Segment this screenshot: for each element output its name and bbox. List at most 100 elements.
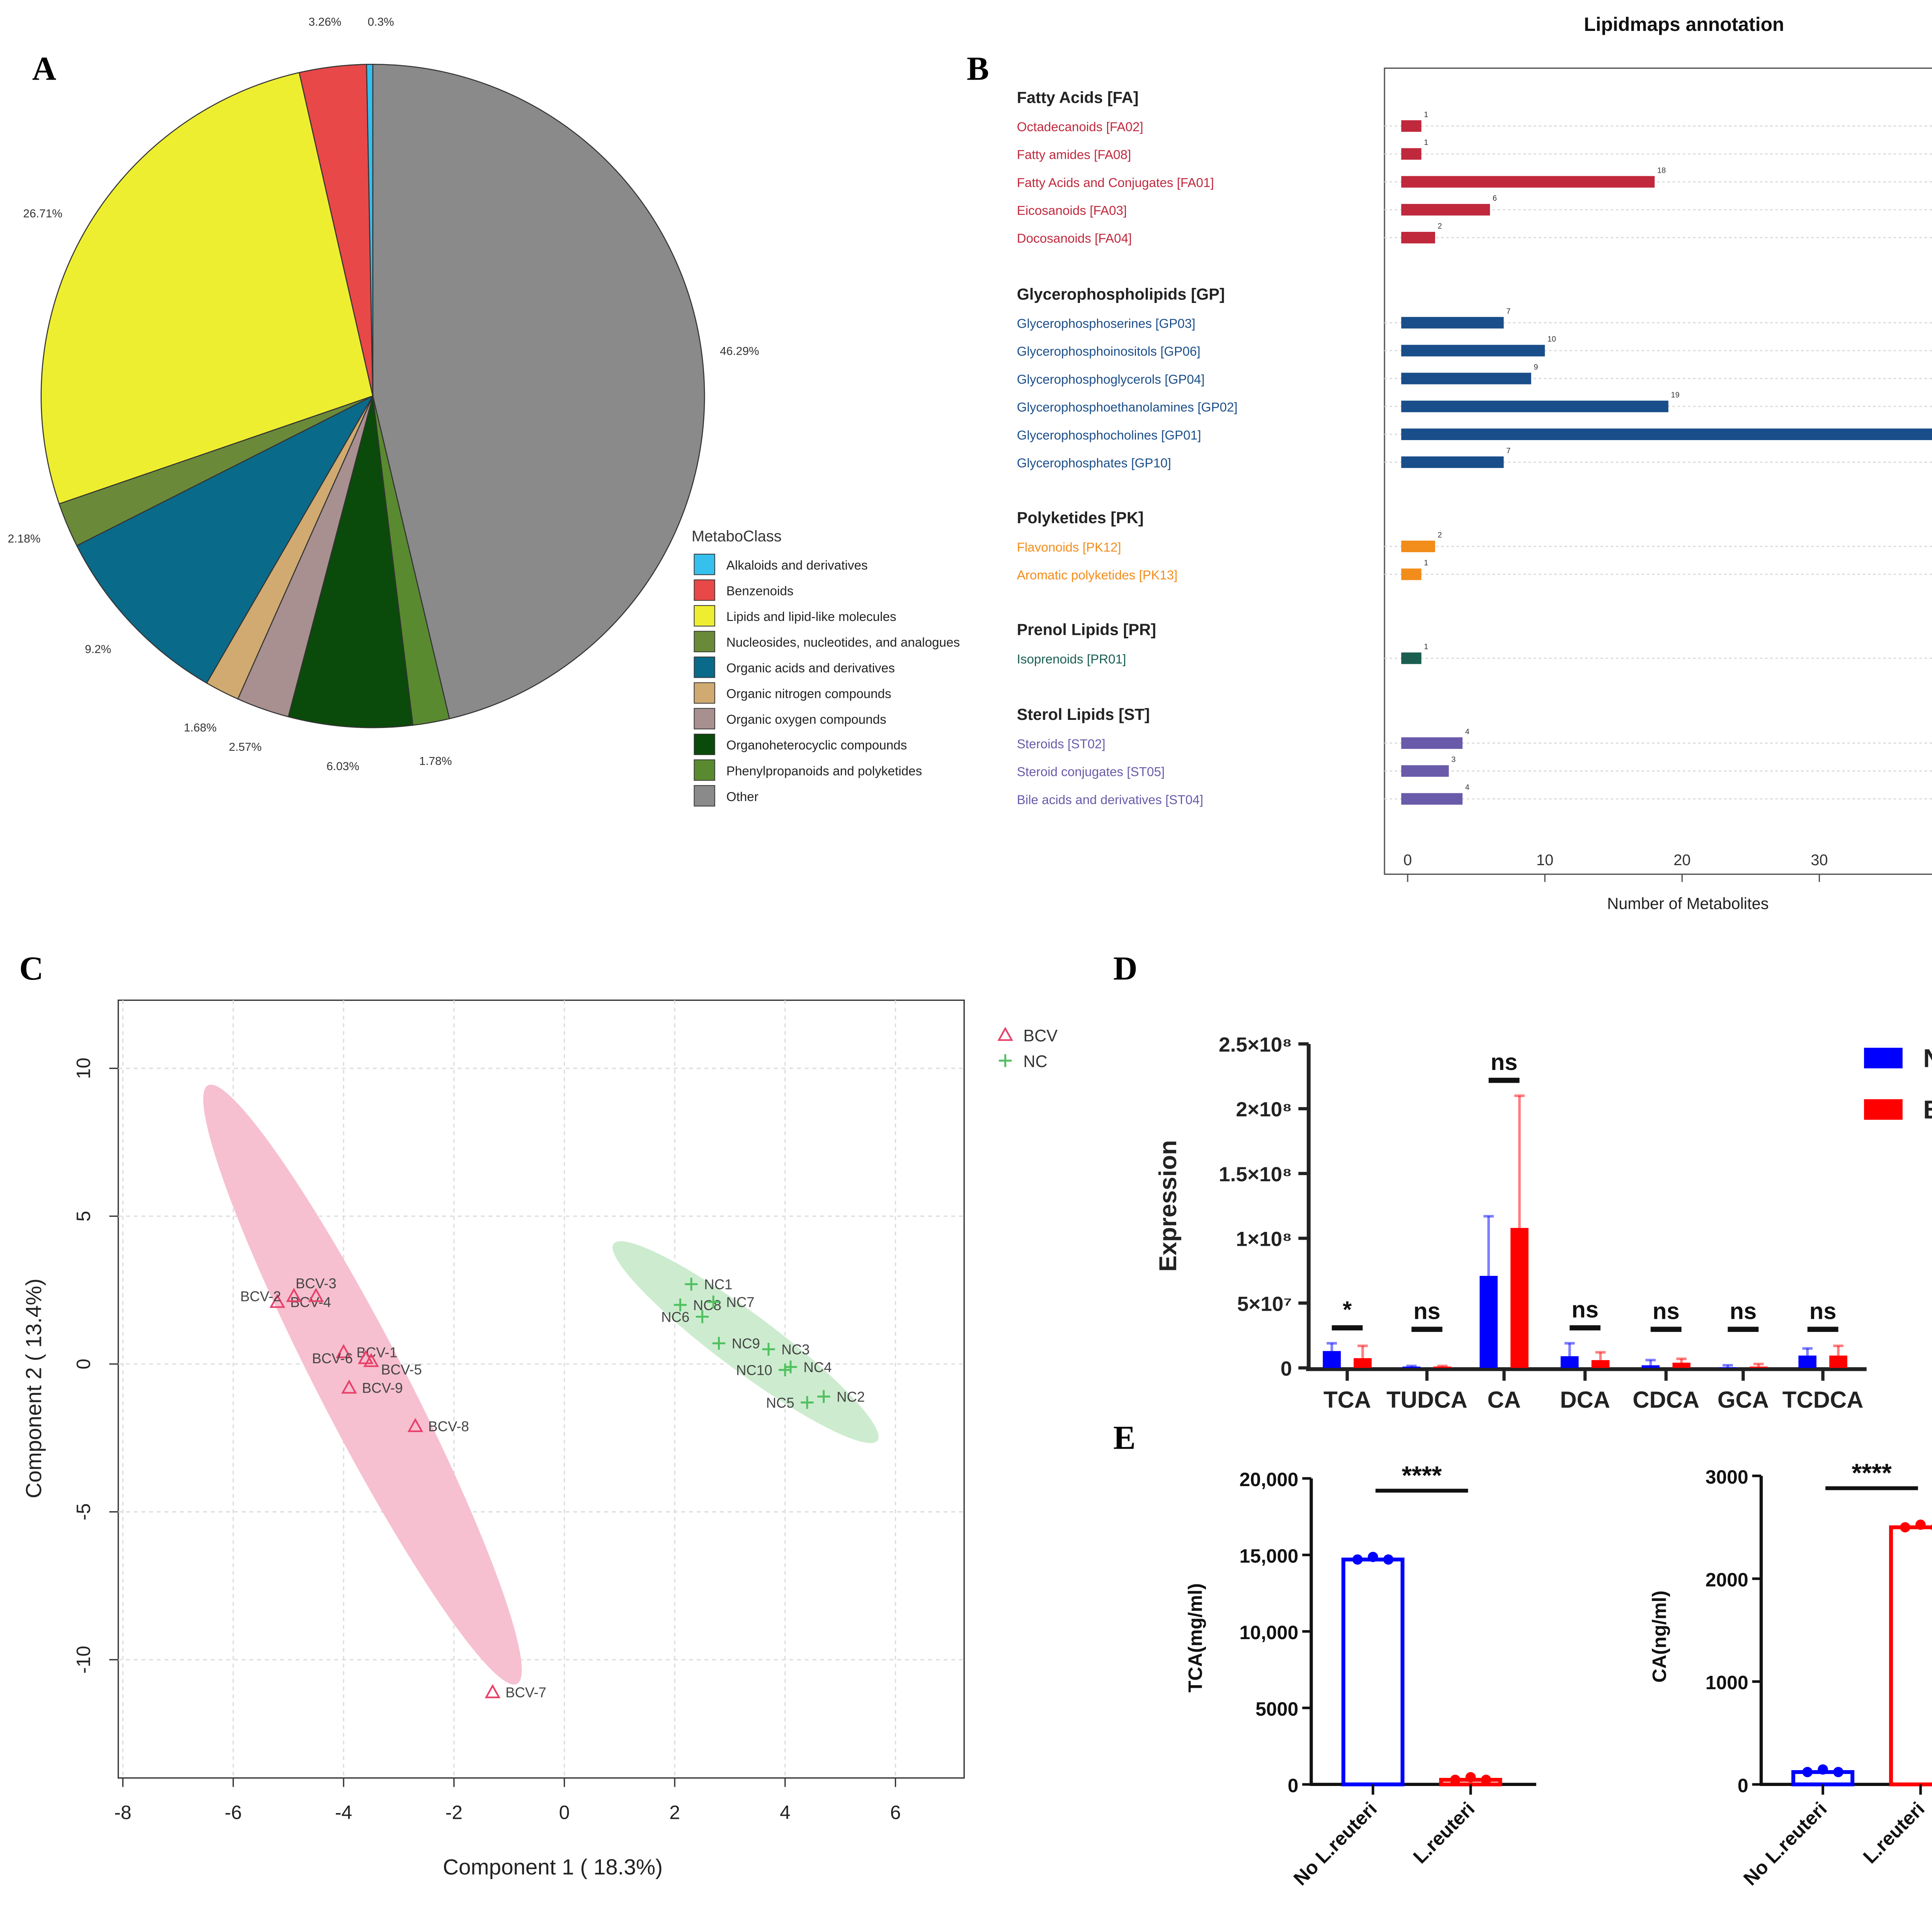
bar-nc bbox=[1641, 1365, 1660, 1368]
bar-bcv bbox=[1354, 1358, 1372, 1368]
category-label: Glycerophosphoethanolamines [GP02] bbox=[1017, 400, 1238, 415]
bar bbox=[1401, 148, 1422, 160]
chart-title: Lipidmaps annotation bbox=[1584, 14, 1784, 35]
value-label: 4 bbox=[1465, 783, 1469, 792]
pie-slice bbox=[287, 396, 414, 728]
category-label: Glycerophosphoglycerols [GP04] bbox=[1017, 372, 1205, 387]
y-axis-label: Expression bbox=[1155, 1140, 1182, 1272]
data-point-nc bbox=[801, 1396, 814, 1409]
pca-scatter-plot: -8 -6 -4 -2 0 2 4 6 10 5 0 -5 -10 Component 1 ( 18.3%… bbox=[21, 999, 1058, 1879]
point-label: NC9 bbox=[732, 1336, 760, 1352]
lipidmaps-bar-chart: Lipidmaps annotation Fatty Acids [FA] Octa… bbox=[1017, 14, 1932, 912]
point-label: NC6 bbox=[661, 1309, 689, 1325]
legend-swatch bbox=[694, 605, 715, 627]
data-point bbox=[1367, 1551, 1378, 1562]
point-label: NC2 bbox=[837, 1389, 865, 1405]
pie-percent-label: 2.18% bbox=[8, 532, 41, 545]
data-point-bcv bbox=[308, 1288, 324, 1302]
category-label: Fatty Acids and Conjugates [FA01] bbox=[1017, 176, 1214, 190]
legend-swatch bbox=[694, 554, 715, 575]
bar bbox=[1401, 345, 1545, 357]
data-point-bcv bbox=[335, 1344, 352, 1358]
x-tick-label: CA bbox=[1487, 1387, 1520, 1413]
data-point bbox=[1931, 1524, 1932, 1531]
bar-nc bbox=[1402, 1366, 1421, 1368]
bar bbox=[1401, 793, 1463, 805]
pie-percent-label: 0.3% bbox=[368, 16, 394, 29]
x-tick-label: 0 bbox=[1403, 852, 1412, 869]
pie-slice bbox=[372, 64, 705, 719]
significance-label: **** bbox=[1852, 1459, 1892, 1488]
data-point-bcv bbox=[485, 1684, 501, 1698]
value-label: 18 bbox=[1657, 166, 1666, 175]
legend-label: BCV bbox=[1923, 1096, 1932, 1124]
pie-percent-label: 9.2% bbox=[85, 643, 111, 656]
x-tick-label: -8 bbox=[114, 1802, 131, 1823]
value-label: 10 bbox=[1548, 335, 1556, 344]
data-point bbox=[1450, 1774, 1461, 1785]
y-tick-label: 20,000 bbox=[1240, 1469, 1299, 1490]
x-tick-label: -4 bbox=[335, 1802, 352, 1823]
panel-label-c: C bbox=[19, 950, 43, 987]
confidence-ellipse-nc bbox=[612, 1241, 879, 1443]
significance-label: ns bbox=[1491, 1049, 1518, 1075]
x-axis-label: Component 1 ( 18.3%) bbox=[443, 1855, 663, 1879]
panel-label-b: B bbox=[967, 50, 989, 87]
bar-bcv bbox=[1510, 1228, 1529, 1368]
x-tick-label: 0 bbox=[559, 1802, 570, 1823]
point-label: NC7 bbox=[726, 1294, 754, 1310]
category-label: Isoprenoids [PR01] bbox=[1017, 652, 1126, 667]
bar bbox=[1401, 428, 1932, 440]
legend-label: Alkaloids and derivatives bbox=[726, 558, 868, 573]
bar-bcv bbox=[1672, 1362, 1690, 1368]
y-tick-label: -5 bbox=[73, 1503, 94, 1520]
legend-swatch bbox=[1864, 1048, 1903, 1068]
category-label: Aromatic polyketides [PK13] bbox=[1017, 568, 1178, 583]
legend-label: Nucleosides, nucleotides, and analogues bbox=[726, 636, 960, 650]
group-header: Polyketides [PK] bbox=[1017, 509, 1144, 527]
legend-label: Other bbox=[726, 790, 759, 804]
panel-label-e: E bbox=[1113, 1419, 1136, 1456]
value-label: 7 bbox=[1506, 447, 1510, 455]
bar bbox=[1401, 372, 1531, 384]
x-tick-label: TUDCA bbox=[1386, 1387, 1468, 1413]
value-label: 4 bbox=[1465, 728, 1469, 736]
bar-bcv bbox=[1433, 1366, 1452, 1368]
data-point bbox=[1481, 1774, 1492, 1785]
pie-percent-label: 1.78% bbox=[419, 755, 452, 768]
bar bbox=[1401, 652, 1422, 664]
y-tick-label: 5×10⁷ bbox=[1237, 1293, 1292, 1315]
legend-marker-nc bbox=[999, 1054, 1012, 1067]
point-label: BCV-1 bbox=[356, 1345, 397, 1361]
bar bbox=[1401, 176, 1655, 188]
bar bbox=[1401, 400, 1668, 412]
bar-bcv bbox=[1749, 1366, 1768, 1368]
point-label: BCV-7 bbox=[505, 1685, 546, 1701]
category-label: Fatty amides [FA08] bbox=[1017, 148, 1131, 162]
significance-label: * bbox=[1343, 1297, 1352, 1323]
data-point-nc bbox=[685, 1277, 698, 1291]
category-label: Glycerophosphocholines [GP01] bbox=[1017, 428, 1201, 442]
legend-swatch bbox=[694, 657, 715, 678]
y-tick-label: 5 bbox=[73, 1211, 94, 1222]
point-label: NC3 bbox=[781, 1342, 810, 1357]
pie-slice bbox=[76, 395, 374, 684]
significance-label: ns bbox=[1413, 1298, 1440, 1324]
y-tick-label: 1.5×10⁸ bbox=[1219, 1163, 1292, 1186]
legend-title: MetaboClass bbox=[692, 528, 782, 545]
data-point bbox=[1383, 1554, 1394, 1565]
category-label: Steroid conjugates [ST05] bbox=[1017, 765, 1165, 779]
data-point bbox=[1352, 1554, 1363, 1565]
category-label: Steroids [ST02] bbox=[1017, 737, 1105, 751]
data-point-bcv bbox=[363, 1353, 379, 1367]
category-label: Docosanoids [FA04] bbox=[1017, 231, 1132, 246]
y-axis-label: CA(ng/ml) bbox=[1649, 1590, 1670, 1682]
significance-label: **** bbox=[1402, 1461, 1442, 1490]
panel-label-d: D bbox=[1113, 950, 1137, 987]
data-point-nc bbox=[779, 1363, 792, 1376]
x-tick-label: 4 bbox=[780, 1802, 791, 1823]
point-label: BCV-5 bbox=[381, 1362, 422, 1378]
y-tick-label: 0 bbox=[1287, 1775, 1298, 1796]
legend-label: Organoheterocyclic compounds bbox=[726, 738, 907, 753]
